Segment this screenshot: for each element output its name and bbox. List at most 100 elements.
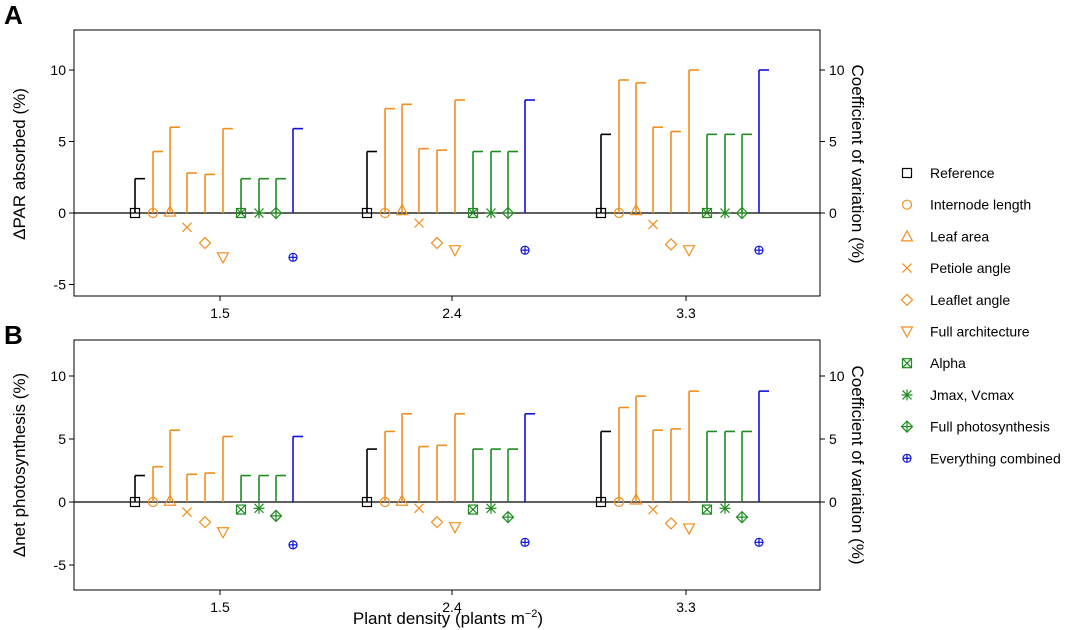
panel-b-point-full-architecture (682, 523, 696, 536)
panel-b-point-full-architecture (448, 522, 462, 534)
panel-b-y2-tick-label: 0 (829, 494, 837, 510)
legend-symbol-jmax-vcmax (901, 389, 913, 401)
panel-a-point-leaflet-angle (430, 236, 444, 250)
legend-label: Leaf area (930, 228, 989, 244)
panel-a-point-full-photosynthesis (501, 206, 515, 220)
panel-b-point-internode-length (613, 496, 625, 508)
panel-a-y-tick-label: 5 (58, 134, 66, 150)
panel-a-point-internode-length (613, 207, 625, 219)
legend-item-internode-length: Internode length (901, 197, 1031, 213)
panel-b-point-alpha (235, 504, 247, 515)
panel-b-point-internode-length (147, 496, 159, 508)
panel-b-point-leaf-area (629, 492, 643, 505)
panel-a-y2-axis-title: Coefficient of variation (%) (848, 64, 867, 263)
panel-a-point-jmax-vcmax (485, 207, 497, 219)
panel-a-point-leaflet-angle (198, 236, 212, 250)
panel-b-point-reference (361, 496, 373, 508)
panel-a-point-alpha (235, 207, 247, 219)
panel-a-y2-tick-label: 0 (829, 205, 837, 221)
legend-label: Alpha (930, 355, 966, 371)
panel-a-point-alpha (701, 207, 713, 219)
panel-a-y2-tick-label: 10 (829, 62, 845, 78)
x-axis-title-main: Plant density (plants m (353, 609, 525, 628)
panel-b-point-petiole-angle (414, 503, 424, 514)
legend-symbol-alpha (901, 358, 913, 369)
legend-item-leaf-area: Leaf area (900, 228, 989, 244)
panel-a-point-internode-length (147, 207, 159, 219)
panel-b-point-full-architecture (216, 527, 230, 539)
panel-b-x-tick-label: 3.3 (676, 599, 696, 615)
panel-a-frame (73, 29, 821, 297)
legend: Reference Internode length Leaf area Petiol… (900, 165, 1061, 466)
panel-a-point-full-architecture (448, 245, 462, 257)
panel-b-y-tick-label: 10 (50, 368, 66, 384)
panel-a: A ΔPAR absorbed (%) Coefficient of varia… (4, 0, 867, 321)
legend-item-petiole-angle: Petiole angle (902, 260, 1011, 276)
panel-a-x-tick-label: 1.5 (210, 305, 230, 321)
legend-symbol-full-architecture (900, 326, 914, 339)
legend-item-full-architecture: Full architecture (900, 324, 1030, 340)
panel-a-point-reference (129, 207, 141, 219)
panel-b-point-everything-combined (288, 540, 298, 550)
panel-b-point-full-photosynthesis (735, 510, 749, 524)
panel-b-point-reference (129, 496, 141, 508)
legend-item-leaflet-angle: Leaflet angle (900, 292, 1010, 308)
panel-a-point-leaf-area (629, 203, 643, 216)
panel-b-y2-tick-label: 10 (829, 368, 845, 384)
panel-b-x-tick-label: 2.4 (442, 599, 462, 615)
legend-item-everything-combined: Everything combined (902, 450, 1061, 466)
panel-b-marks (74, 390, 820, 550)
legend-symbol-leaf-area (900, 229, 914, 242)
panel-b-ticks: -5 0 5 10 0 5 10 1.5 2.4 3.3 (50, 368, 844, 615)
panel-a-point-internode-length (379, 207, 391, 219)
legend-label: Full architecture (930, 324, 1030, 340)
panel-a-point-petiole-angle (648, 219, 658, 230)
panel-a-point-alpha (467, 207, 479, 219)
panel-a-point-jmax-vcmax (253, 207, 265, 219)
legend-symbol-leaflet-angle (900, 293, 914, 307)
x-axis-title-suffix: ) (537, 609, 543, 628)
panel-b-point-leaflet-angle (664, 517, 678, 530)
legend-label: Full photosynthesis (930, 419, 1050, 435)
panel-b-point-leaflet-angle (198, 515, 212, 529)
panel-a-y-tick-label: -5 (54, 277, 67, 293)
panel-b-frame (73, 339, 821, 591)
legend-label: Everything combined (930, 450, 1061, 466)
panel-a-point-everything-combined (520, 245, 530, 255)
panel-b-y-tick-label: 0 (58, 494, 66, 510)
legend-symbol-full-photosynthesis (900, 420, 914, 433)
x-axis-title-exponent: −2 (525, 608, 538, 620)
panel-a-x-tick-label: 2.4 (442, 305, 462, 321)
panel-b-point-alpha (701, 504, 713, 515)
panel-b-point-full-photosynthesis (269, 509, 283, 523)
panel-b-point-alpha (467, 504, 479, 515)
panel-a-point-full-photosynthesis (735, 206, 749, 220)
panel-a-point-petiole-angle (182, 222, 192, 233)
panel-a-point-jmax-vcmax (719, 207, 731, 219)
panel-b-y2-axis-title: Coefficient of variation (%) (848, 365, 867, 564)
legend-label: Petiole angle (930, 260, 1011, 276)
panel-a-point-everything-combined (288, 252, 298, 262)
panel-a-point-petiole-angle (414, 218, 424, 228)
panel-a-y-tick-label: 10 (50, 62, 66, 78)
panel-b-x-tick-label: 1.5 (210, 599, 230, 615)
panel-a-y-axis-title: ΔPAR absorbed (%) (10, 88, 29, 240)
legend-label: Internode length (930, 197, 1031, 213)
panel-b-point-everything-combined (754, 537, 764, 547)
panel-b-point-full-photosynthesis (501, 510, 515, 524)
x-axis-title: Plant density (plants m−2) (353, 608, 543, 628)
panel-b-letter: B (4, 320, 23, 350)
legend-item-jmax-vcmax: Jmax, Vcmax (901, 387, 1014, 403)
legend-symbol-petiole-angle (902, 263, 912, 274)
panel-b-point-jmax-vcmax (485, 502, 497, 514)
panel-b-point-petiole-angle (182, 507, 192, 518)
panel-a-point-leaf-area (163, 204, 177, 217)
panel-b-y-tick-label: -5 (54, 557, 67, 573)
panel-a-marks (74, 69, 820, 265)
legend-item-reference: Reference (901, 165, 995, 181)
legend-symbol-everything-combined (902, 453, 912, 463)
legend-label: Reference (930, 165, 995, 181)
panel-a-point-reference (595, 207, 607, 219)
